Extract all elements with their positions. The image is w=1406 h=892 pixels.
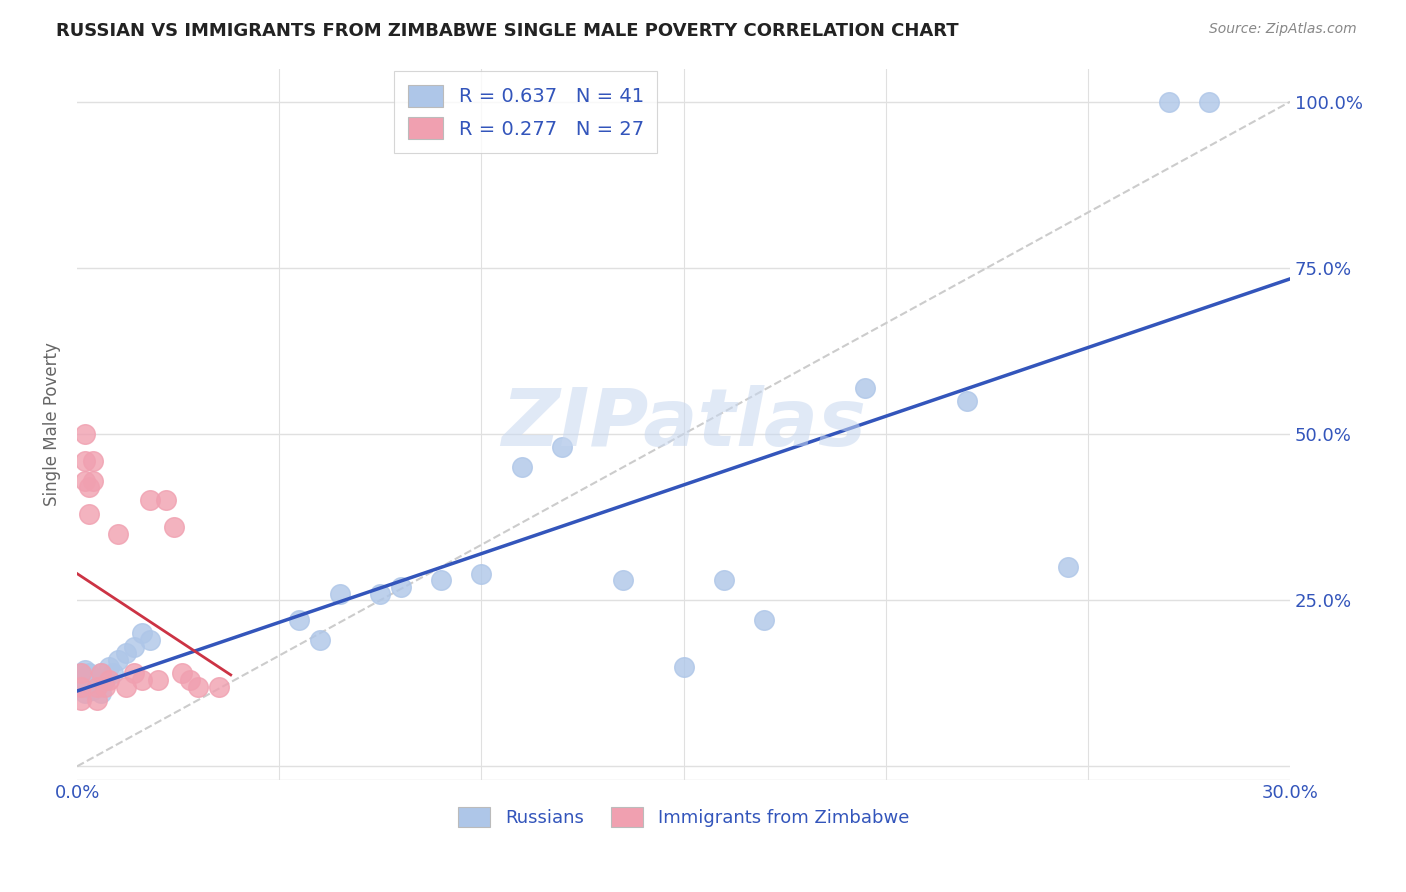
Point bbox=[75, 427, 97, 442]
Point bbox=[713, 573, 735, 587]
Point bbox=[612, 573, 634, 587]
Point bbox=[551, 440, 574, 454]
Point bbox=[94, 673, 117, 687]
Text: RUSSIAN VS IMMIGRANTS FROM ZIMBABWE SINGLE MALE POVERTY CORRELATION CHART: RUSSIAN VS IMMIGRANTS FROM ZIMBABWE SING… bbox=[56, 22, 959, 40]
Point bbox=[370, 586, 392, 600]
Point bbox=[77, 480, 100, 494]
Point bbox=[1056, 560, 1078, 574]
Point bbox=[75, 680, 97, 694]
Point bbox=[187, 680, 209, 694]
Point bbox=[955, 393, 977, 408]
Point bbox=[107, 526, 129, 541]
Point bbox=[82, 682, 104, 697]
Point bbox=[470, 566, 492, 581]
Point bbox=[70, 666, 93, 681]
Point bbox=[86, 693, 108, 707]
Point bbox=[103, 666, 125, 681]
Point bbox=[75, 673, 97, 687]
Point bbox=[75, 474, 97, 488]
Point bbox=[672, 659, 695, 673]
Point bbox=[77, 666, 100, 681]
Point bbox=[75, 663, 97, 677]
Point bbox=[90, 686, 112, 700]
Point bbox=[288, 613, 311, 627]
Point bbox=[122, 666, 145, 681]
Text: Source: ZipAtlas.com: Source: ZipAtlas.com bbox=[1209, 22, 1357, 37]
Point bbox=[172, 666, 194, 681]
Point bbox=[146, 673, 169, 687]
Point bbox=[86, 673, 108, 687]
Point bbox=[207, 680, 229, 694]
Point bbox=[179, 673, 201, 687]
Text: ZIPatlas: ZIPatlas bbox=[501, 385, 866, 463]
Point bbox=[70, 673, 93, 687]
Point bbox=[131, 626, 153, 640]
Point bbox=[77, 507, 100, 521]
Point bbox=[86, 680, 108, 694]
Point bbox=[155, 493, 177, 508]
Point bbox=[389, 580, 412, 594]
Point bbox=[308, 633, 330, 648]
Point bbox=[163, 520, 186, 534]
Point bbox=[77, 680, 100, 694]
Point bbox=[510, 460, 533, 475]
Point bbox=[1198, 95, 1220, 109]
Point bbox=[114, 680, 136, 694]
Point bbox=[75, 686, 97, 700]
Point bbox=[122, 640, 145, 654]
Point bbox=[82, 673, 104, 687]
Point bbox=[131, 673, 153, 687]
Point bbox=[98, 659, 121, 673]
Point bbox=[70, 680, 93, 694]
Point bbox=[329, 586, 352, 600]
Point bbox=[754, 613, 776, 627]
Point bbox=[82, 474, 104, 488]
Point bbox=[114, 646, 136, 660]
Point bbox=[70, 693, 93, 707]
Point bbox=[90, 666, 112, 681]
Point bbox=[107, 653, 129, 667]
Point bbox=[82, 453, 104, 467]
Point bbox=[75, 453, 97, 467]
Point bbox=[70, 666, 93, 681]
Point bbox=[90, 666, 112, 681]
Point bbox=[855, 380, 877, 394]
Legend: Russians, Immigrants from Zimbabwe: Russians, Immigrants from Zimbabwe bbox=[451, 799, 917, 835]
Point bbox=[98, 673, 121, 687]
Point bbox=[430, 573, 453, 587]
Point bbox=[86, 680, 108, 694]
Y-axis label: Single Male Poverty: Single Male Poverty bbox=[44, 343, 60, 506]
Point bbox=[94, 680, 117, 694]
Point bbox=[139, 633, 162, 648]
Point bbox=[70, 680, 93, 694]
Point bbox=[1157, 95, 1180, 109]
Point bbox=[139, 493, 162, 508]
